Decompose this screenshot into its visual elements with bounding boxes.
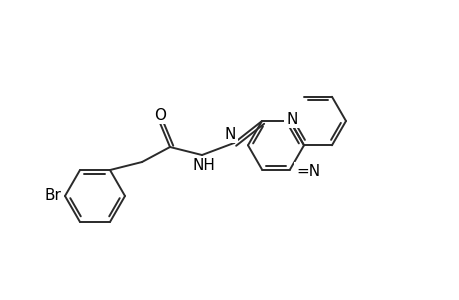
Text: N: N	[285, 112, 297, 127]
Text: Br: Br	[44, 188, 61, 203]
Text: NH: NH	[192, 158, 215, 172]
Text: =N: =N	[295, 164, 319, 179]
Text: O: O	[154, 107, 166, 122]
Text: N: N	[224, 127, 235, 142]
